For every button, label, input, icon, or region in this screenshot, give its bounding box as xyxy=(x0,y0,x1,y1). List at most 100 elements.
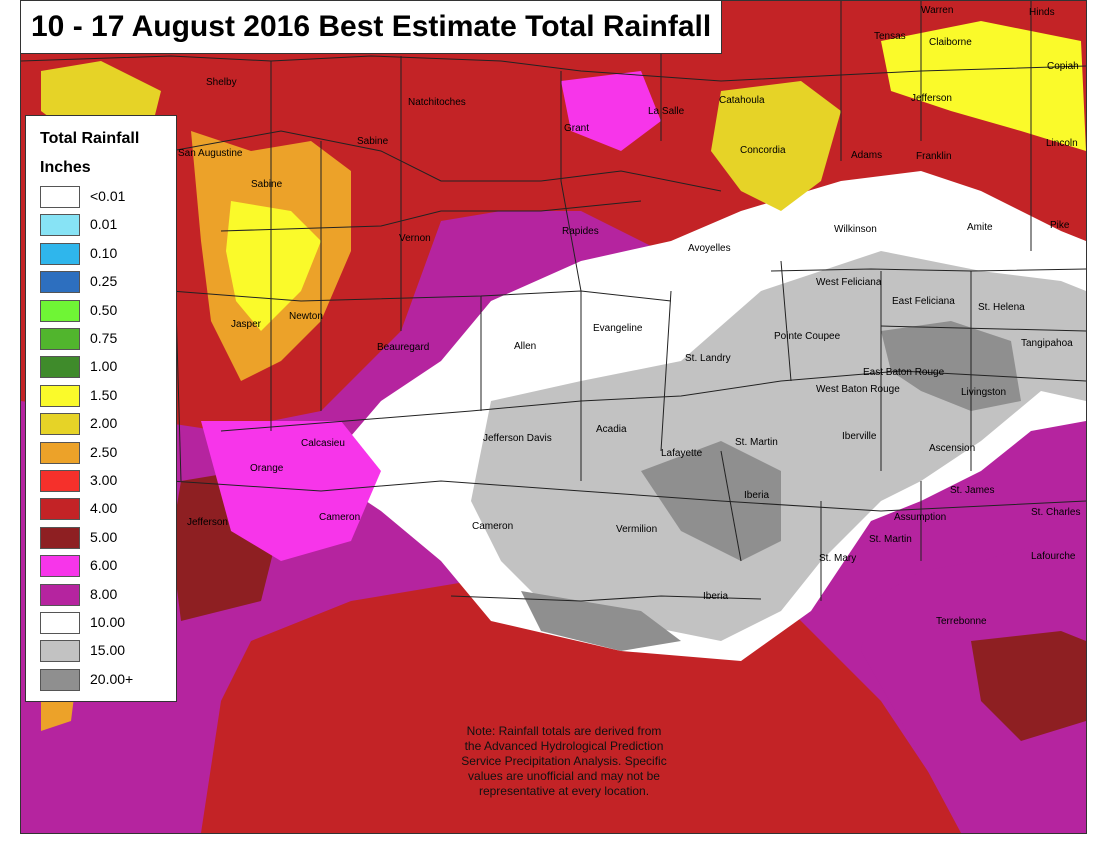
note-text: Note: Rainfall totals are derived from t… xyxy=(430,724,698,799)
map-canvas: Warren Hinds Tensas Claiborne Copiah Shelby Na… xyxy=(21,1,1086,833)
map-title: 10 - 17 August 2016 Best Estimate Total … xyxy=(20,0,723,54)
place-label: Assumption xyxy=(894,512,946,523)
legend-swatch xyxy=(40,640,80,663)
place-label: Beauregard xyxy=(377,342,429,353)
place-label: Allen xyxy=(514,341,536,352)
legend-swatch xyxy=(40,526,80,549)
place-label: St. James xyxy=(950,485,994,496)
place-label: St. Charles xyxy=(1031,507,1080,518)
legend-label: 1.50 xyxy=(90,386,118,403)
place-labels: Warren Hinds Tensas Claiborne Copiah Shelby Na… xyxy=(178,5,1080,627)
legend-swatch xyxy=(40,186,80,208)
place-label: Jefferson Davis xyxy=(483,433,552,444)
place-label: Amite xyxy=(967,222,993,233)
place-label: Franklin xyxy=(916,151,952,162)
place-label: Newton xyxy=(289,311,323,322)
county-boundaries xyxy=(21,1,1086,602)
legend-label: 20.00+ xyxy=(90,670,134,687)
place-label: Vernon xyxy=(399,233,431,244)
place-label: Vermilion xyxy=(616,524,657,535)
rainfall-field-8in-se xyxy=(861,541,1086,833)
rainfall-field-20in-a xyxy=(641,441,781,561)
place-label: Lincoln xyxy=(1046,138,1078,149)
legend-swatch xyxy=(40,470,80,492)
rainfall-field-6in-n xyxy=(561,71,661,151)
rainfall-field-6in-w xyxy=(201,421,381,561)
legend-label: 1.00 xyxy=(90,358,118,375)
place-label: Sabine xyxy=(251,179,283,190)
legend-swatch xyxy=(40,242,80,265)
place-label: Jefferson xyxy=(911,93,952,104)
place-label: Jasper xyxy=(231,319,262,330)
legend-swatch xyxy=(40,356,80,379)
place-label: Livingston xyxy=(961,387,1006,398)
place-label: West Baton Rouge xyxy=(816,384,900,395)
place-label: East Feliciana xyxy=(892,296,955,307)
place-label: Avoyelles xyxy=(688,243,731,254)
place-label: San Augustine xyxy=(178,148,243,159)
place-label: Warren xyxy=(921,5,953,16)
legend-label: 8.00 xyxy=(90,585,118,602)
legend-label: 0.10 xyxy=(90,244,118,261)
place-label: Jefferson xyxy=(187,517,228,528)
legend-swatch xyxy=(40,413,80,436)
place-label: St. Mary xyxy=(819,553,856,564)
legend-units: Inches xyxy=(40,159,91,176)
place-label: Rapides xyxy=(562,226,599,237)
legend-swatch xyxy=(40,668,80,691)
place-label: West Feliciana xyxy=(816,277,882,288)
legend-label: 0.25 xyxy=(90,273,118,290)
legend-title: Total Rainfall xyxy=(40,130,140,147)
place-label: Wilkinson xyxy=(834,224,877,235)
place-label: Natchitoches xyxy=(408,97,466,108)
legend: Total Rainfall Inches <0.01 0.01 0.10 0.25 0… xyxy=(25,115,177,702)
legend-swatch xyxy=(40,299,80,322)
rainfall-field-1p5in-b xyxy=(881,21,1086,151)
place-label: Evangeline xyxy=(593,323,643,334)
legend-label: 0.75 xyxy=(90,330,118,346)
place-label: Concordia xyxy=(740,145,786,156)
place-label: St. Landry xyxy=(685,353,731,364)
legend-label: 2.50 xyxy=(90,443,118,460)
place-label: Hinds xyxy=(1029,7,1055,18)
legend-label: 2.00 xyxy=(90,415,118,432)
place-label: St. Martin xyxy=(735,437,778,448)
place-label: Lafourche xyxy=(1031,551,1076,562)
legend-label: 4.00 xyxy=(90,500,118,517)
legend-label: 5.00 xyxy=(90,528,118,545)
legend-label: 10.00 xyxy=(90,614,126,630)
legend-swatch xyxy=(40,441,80,464)
legend-label: 15.00 xyxy=(90,642,126,659)
legend-swatch xyxy=(40,384,80,407)
legend-label: 0.50 xyxy=(90,301,118,318)
place-label: La Salle xyxy=(648,106,685,117)
legend-swatch xyxy=(40,612,80,634)
legend-label: <0.01 xyxy=(90,188,126,204)
rainfall-map[interactable]: Warren Hinds Tensas Claiborne Copiah Shelby Na… xyxy=(20,0,1087,834)
place-label: Catahoula xyxy=(719,95,765,106)
rainfall-field-20in-c xyxy=(521,591,681,651)
place-label: Tangipahoa xyxy=(1021,338,1073,349)
place-label: Tensas xyxy=(874,31,906,42)
legend-swatch xyxy=(40,271,80,294)
rainfall-field-5in-se xyxy=(971,631,1086,741)
place-label: Shelby xyxy=(206,77,237,88)
legend-swatch xyxy=(40,583,80,606)
place-label: Pike xyxy=(1050,220,1070,231)
place-label: Orange xyxy=(250,463,284,474)
legend-swatch xyxy=(40,555,80,578)
legend-swatch xyxy=(40,498,80,521)
place-label: Iberia xyxy=(703,591,728,602)
rainfall-field-2in-b xyxy=(711,81,841,211)
place-label: Sabine xyxy=(357,136,389,147)
place-label: St. Martin xyxy=(869,534,912,545)
legend-swatch xyxy=(40,328,80,350)
place-label: Iberville xyxy=(842,431,877,442)
place-label: Grant xyxy=(564,123,589,134)
place-label: Acadia xyxy=(596,424,627,435)
note-line: values are unofficial and may not be xyxy=(468,769,660,783)
place-label: East Baton Rouge xyxy=(863,367,945,378)
place-label: St. Helena xyxy=(978,302,1025,313)
place-label: Pointe Coupee xyxy=(774,331,841,342)
note-line: representative at every location. xyxy=(478,784,650,798)
